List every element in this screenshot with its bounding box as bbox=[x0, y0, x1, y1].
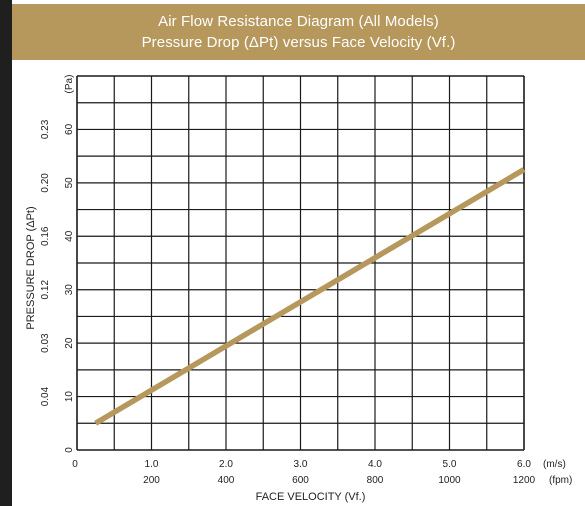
x-tick-label-ms: 5.0 bbox=[443, 459, 457, 470]
x-tick-label-ms: 2.0 bbox=[219, 459, 233, 470]
x-tick-label-ms: 1.0 bbox=[145, 459, 159, 470]
y-tick-label-pa: 10 bbox=[64, 391, 75, 403]
x-tick-label-fpm: 200 bbox=[143, 475, 160, 486]
chart-title: Air Flow Resistance Diagram (All Models) bbox=[158, 13, 439, 30]
x-axis-title: FACE VELOCITY (Vf.) bbox=[256, 491, 366, 503]
chart-subtitle: Pressure Drop (ΔPt) versus Face Velocity… bbox=[141, 34, 456, 51]
x-tick-label-ms: 6.0 bbox=[517, 459, 531, 470]
y-unit-primary: (Pa) bbox=[64, 75, 75, 94]
y-tick-label-secondary: 0.23 bbox=[40, 119, 51, 139]
x-tick-label-fpm: 600 bbox=[292, 475, 309, 486]
y-tick-label-pa: 60 bbox=[64, 123, 75, 135]
x-tick-label-ms: 0 bbox=[72, 459, 78, 470]
x-tick-label-fpm: 1000 bbox=[438, 475, 461, 486]
y-tick-label-secondary: 0.04 bbox=[40, 386, 51, 406]
y-tick-label-secondary: 0.12 bbox=[40, 280, 51, 300]
x-unit-primary: (m/s) bbox=[543, 459, 566, 470]
y-tick-label-secondary: 0.20 bbox=[40, 173, 51, 193]
y-tick-label-pa: 0 bbox=[64, 447, 75, 453]
x-tick-label-ms: 3.0 bbox=[294, 459, 308, 470]
y-tick-label-pa: 30 bbox=[64, 284, 75, 296]
x-unit-secondary: (fpm) bbox=[549, 475, 572, 486]
y-tick-label-secondary: 0.03 bbox=[40, 333, 51, 353]
x-tick-label-fpm: 400 bbox=[218, 475, 235, 486]
y-tick-label-pa: 40 bbox=[64, 230, 75, 242]
y-axis-title: PRESSURE DROP (ΔPt) bbox=[25, 206, 37, 329]
y-tick-label-pa: 20 bbox=[64, 337, 75, 349]
x-tick-label-ms: 4.0 bbox=[368, 459, 382, 470]
y-tick-label-secondary: 0.16 bbox=[40, 226, 51, 246]
y-tick-label-pa: 50 bbox=[64, 177, 75, 189]
x-tick-label-fpm: 1200 bbox=[513, 475, 536, 486]
series-line bbox=[94, 167, 526, 426]
chart-header: Air Flow Resistance Diagram (All Models)… bbox=[12, 4, 585, 60]
chart-frame: Air Flow Resistance Diagram (All Models)… bbox=[12, 0, 585, 506]
x-tick-label-fpm: 800 bbox=[367, 475, 384, 486]
